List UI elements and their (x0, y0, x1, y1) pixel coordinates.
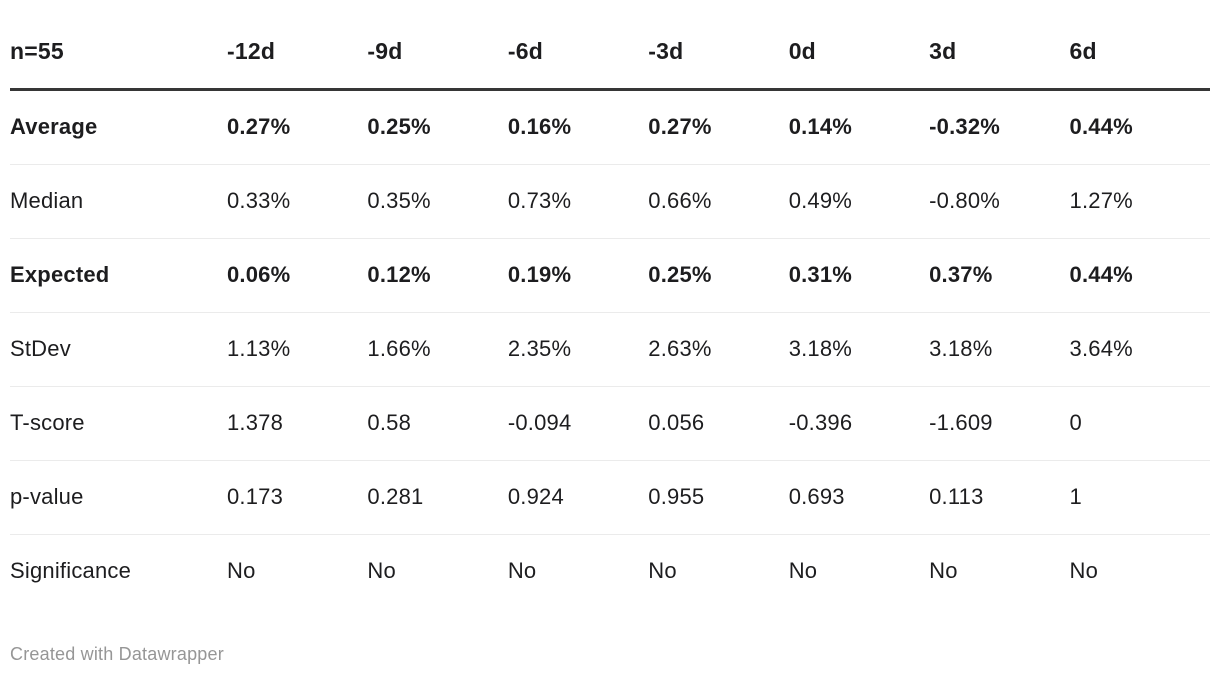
stats-table: n=55 -12d -9d -6d -3d 0d 3d 6d Average 0.27% 0.25… (10, 0, 1210, 608)
table-cell: No (1069, 558, 1099, 583)
table-row: Expected 0.06% 0.12% 0.19% 0.25% 0.31% 0.37% 0.… (10, 238, 1210, 313)
table-cell: 0.113 (929, 460, 1070, 535)
table-cell: -0.80% (929, 164, 1070, 239)
table-cell: 0.73% (507, 164, 649, 239)
table-cell: 0.33% (227, 164, 368, 239)
header-cell: -9d (367, 0, 508, 91)
table-cell: 1.13% (227, 312, 368, 387)
table-cell: 3.64% (1069, 312, 1210, 387)
row-label: StDev (10, 312, 227, 387)
table-cell: -1.609 (929, 386, 1070, 461)
table-cell: -0.32% (929, 89, 1070, 165)
table-cell: -0.094 (507, 386, 649, 461)
table-cell: 2.35% (507, 312, 649, 387)
header-cell: -3d (648, 0, 789, 91)
table-cell: 1.378 (227, 386, 368, 461)
row-label: T-score (10, 386, 227, 461)
table-cell: 0.37% (929, 238, 1070, 313)
table-header: n=55 -12d -9d -6d -3d 0d 3d 6d (10, 0, 1210, 91)
table-cell: No (648, 558, 677, 583)
table-cell: 0.16% (507, 89, 649, 165)
table-cell: 0 (1069, 386, 1210, 461)
datawrapper-table-page: n=55 -12d -9d -6d -3d 0d 3d 6d Average 0.27% 0.25… (10, 0, 1210, 664)
table-cell: 0.35% (367, 164, 508, 239)
table-cell: 0.19% (507, 238, 649, 313)
table-cell: 1 (1069, 460, 1210, 535)
table-cell: 0.44% (1069, 238, 1210, 313)
table-row: StDev 1.13% 1.66% 2.35% 2.63% 3.18% 3.18% 3.64% (10, 312, 1210, 387)
table-cell: -0.396 (788, 386, 930, 461)
row-label: p-value (10, 460, 227, 535)
table-cell: 0.056 (648, 386, 789, 461)
table-cell: No (227, 558, 256, 583)
table-row: p-value 0.173 0.281 0.924 0.955 0.693 0.113 1 (10, 460, 1210, 535)
table-cell: 0.693 (788, 460, 930, 535)
table-row: Median 0.33% 0.35% 0.73% 0.66% 0.49% -0.80% 1.2… (10, 164, 1210, 239)
table-row: Average 0.27% 0.25% 0.16% 0.27% 0.14% -0.32% 0.… (10, 89, 1210, 165)
table-cell: 0.49% (788, 164, 930, 239)
table-cell: 0.924 (507, 460, 649, 535)
table-cell: No (929, 558, 958, 583)
header-row: n=55 -12d -9d -6d -3d 0d 3d 6d (10, 0, 1210, 91)
datawrapper-attribution-link[interactable]: Created with Datawrapper (10, 644, 224, 664)
table-cell: 0.06% (227, 238, 368, 313)
table-row: T-score 1.378 0.58 -0.094 0.056 -0.396 -1.609 0 (10, 386, 1210, 461)
table-cell: 0.44% (1069, 89, 1210, 165)
table-cell: 1.66% (367, 312, 508, 387)
table-cell: 3.18% (929, 312, 1070, 387)
table-cell: 0.14% (788, 89, 930, 165)
table-cell: 0.173 (227, 460, 368, 535)
header-cell-label: n=55 (10, 0, 227, 91)
table-cell: 0.281 (367, 460, 508, 535)
table-cell: 0.25% (648, 238, 789, 313)
table-cell: 0.58 (367, 386, 508, 461)
table-row: Significance No No No No No No No (10, 535, 1210, 609)
row-label: Expected (10, 238, 227, 313)
row-label: Median (10, 164, 227, 239)
header-cell: 3d (929, 0, 1070, 91)
table-cell: 1.27% (1069, 164, 1210, 239)
table-cell: No (788, 558, 818, 583)
table-cell: 0.27% (227, 89, 368, 165)
row-label: Significance (10, 558, 132, 583)
row-label: Average (10, 89, 227, 165)
header-cell: -6d (507, 0, 649, 91)
header-cell: 6d (1069, 0, 1210, 91)
table-cell: 0.31% (788, 238, 930, 313)
table-cell: 0.955 (648, 460, 789, 535)
table-cell: 0.25% (367, 89, 508, 165)
table-cell: 2.63% (648, 312, 789, 387)
table-cell: 0.12% (367, 238, 508, 313)
header-cell: 0d (788, 0, 930, 91)
table-cell: No (367, 558, 396, 583)
table-body: Average 0.27% 0.25% 0.16% 0.27% 0.14% -0.32% 0.… (10, 89, 1210, 609)
table-cell: 0.27% (648, 89, 789, 165)
table-cell: No (507, 558, 537, 583)
table-cell: 3.18% (788, 312, 930, 387)
table-cell: 0.66% (648, 164, 789, 239)
header-cell: -12d (227, 0, 368, 91)
